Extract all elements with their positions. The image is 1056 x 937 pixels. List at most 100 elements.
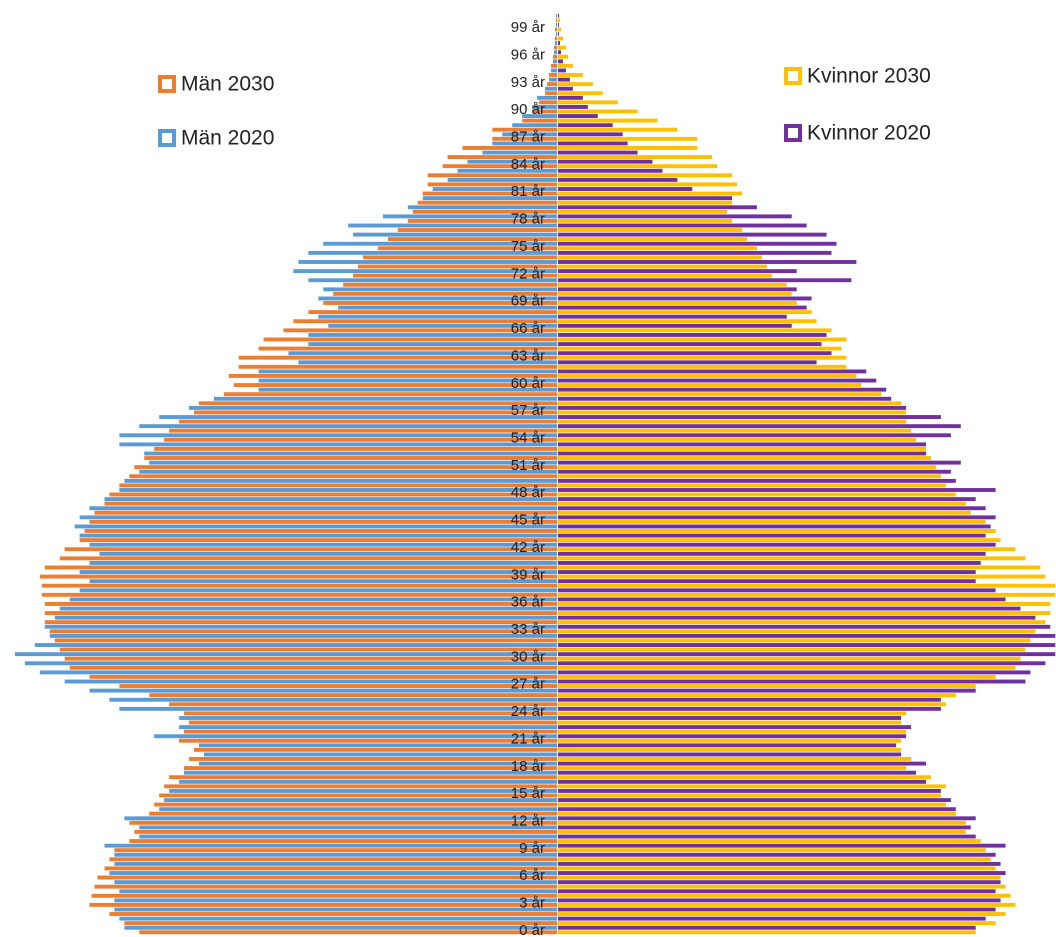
age-label: 45 år — [511, 512, 545, 529]
bar — [558, 766, 907, 771]
bar — [558, 861, 1001, 866]
bar — [79, 538, 558, 543]
bar — [556, 22, 557, 27]
bar — [558, 337, 847, 342]
bar — [558, 360, 817, 365]
bar — [59, 606, 558, 611]
bar — [558, 446, 926, 451]
bar — [558, 711, 907, 716]
bar — [179, 419, 557, 424]
bar — [558, 100, 618, 105]
bar — [144, 451, 557, 456]
bar — [558, 428, 912, 433]
bar — [558, 820, 966, 825]
bar — [558, 223, 807, 228]
legend-label: Män 2020 — [181, 127, 274, 150]
bar — [558, 501, 966, 506]
bar — [558, 706, 941, 711]
bar — [558, 127, 678, 132]
bar — [89, 688, 558, 693]
bar — [457, 168, 557, 173]
bar — [119, 706, 558, 711]
bar — [558, 880, 1001, 885]
bar — [91, 893, 557, 898]
bar — [558, 291, 792, 296]
bar — [119, 442, 558, 447]
bar — [558, 670, 1031, 675]
bar — [556, 18, 557, 23]
bar — [343, 282, 557, 287]
bar — [54, 638, 557, 643]
bar — [558, 73, 583, 77]
bar — [558, 547, 1016, 552]
bar — [109, 871, 558, 875]
bar — [558, 624, 1051, 629]
bar — [558, 793, 941, 798]
bar — [193, 747, 557, 752]
bar — [558, 105, 588, 109]
bar — [558, 373, 857, 378]
bar — [363, 255, 557, 260]
bar — [377, 246, 557, 251]
bar — [179, 738, 557, 743]
bar — [114, 880, 557, 885]
bar — [124, 478, 557, 483]
bar — [462, 145, 557, 150]
bar — [139, 424, 558, 429]
bar — [333, 291, 557, 296]
bar — [258, 346, 557, 351]
bar — [558, 187, 693, 191]
age-label: 60 år — [511, 375, 545, 392]
bar — [558, 287, 797, 292]
bar — [412, 209, 557, 214]
bar — [558, 150, 638, 155]
bar — [558, 912, 1006, 916]
bar — [109, 697, 558, 702]
bar — [558, 720, 902, 725]
age-label: 66 år — [511, 320, 545, 337]
bar — [427, 173, 557, 178]
bar — [558, 898, 1001, 903]
legend-label: Män 2030 — [181, 73, 274, 96]
bar — [558, 729, 907, 734]
bar — [164, 784, 557, 789]
bar — [139, 930, 558, 935]
bar — [558, 852, 996, 857]
bar — [502, 132, 557, 137]
bar — [189, 757, 557, 761]
bar — [89, 579, 558, 584]
bar — [558, 734, 907, 739]
bar — [558, 173, 733, 178]
bar — [24, 661, 557, 666]
bar — [558, 652, 1056, 657]
age-label: 72 år — [511, 265, 545, 282]
bar — [79, 515, 558, 520]
bar — [288, 351, 557, 356]
bar — [348, 223, 557, 228]
bar — [551, 63, 557, 68]
bar — [558, 606, 1021, 611]
bar — [558, 282, 787, 287]
bar — [558, 59, 563, 64]
age-label: 87 år — [511, 129, 545, 146]
bar — [84, 529, 557, 533]
bar — [558, 492, 956, 497]
bar — [293, 269, 557, 274]
bar — [407, 205, 557, 210]
bar — [558, 396, 892, 401]
age-label: 0 år — [519, 922, 545, 937]
bar — [308, 342, 557, 347]
bar — [198, 761, 558, 766]
bar — [258, 378, 557, 383]
bar — [49, 633, 557, 638]
bar — [558, 109, 638, 114]
bar — [558, 54, 568, 59]
bar — [109, 912, 558, 916]
bar — [558, 191, 742, 196]
bar — [558, 693, 956, 698]
legend-swatch — [158, 75, 176, 93]
bar — [558, 200, 733, 205]
bar — [104, 497, 558, 502]
legend-label: Kvinnor 2030 — [807, 65, 931, 88]
bar — [558, 702, 946, 707]
